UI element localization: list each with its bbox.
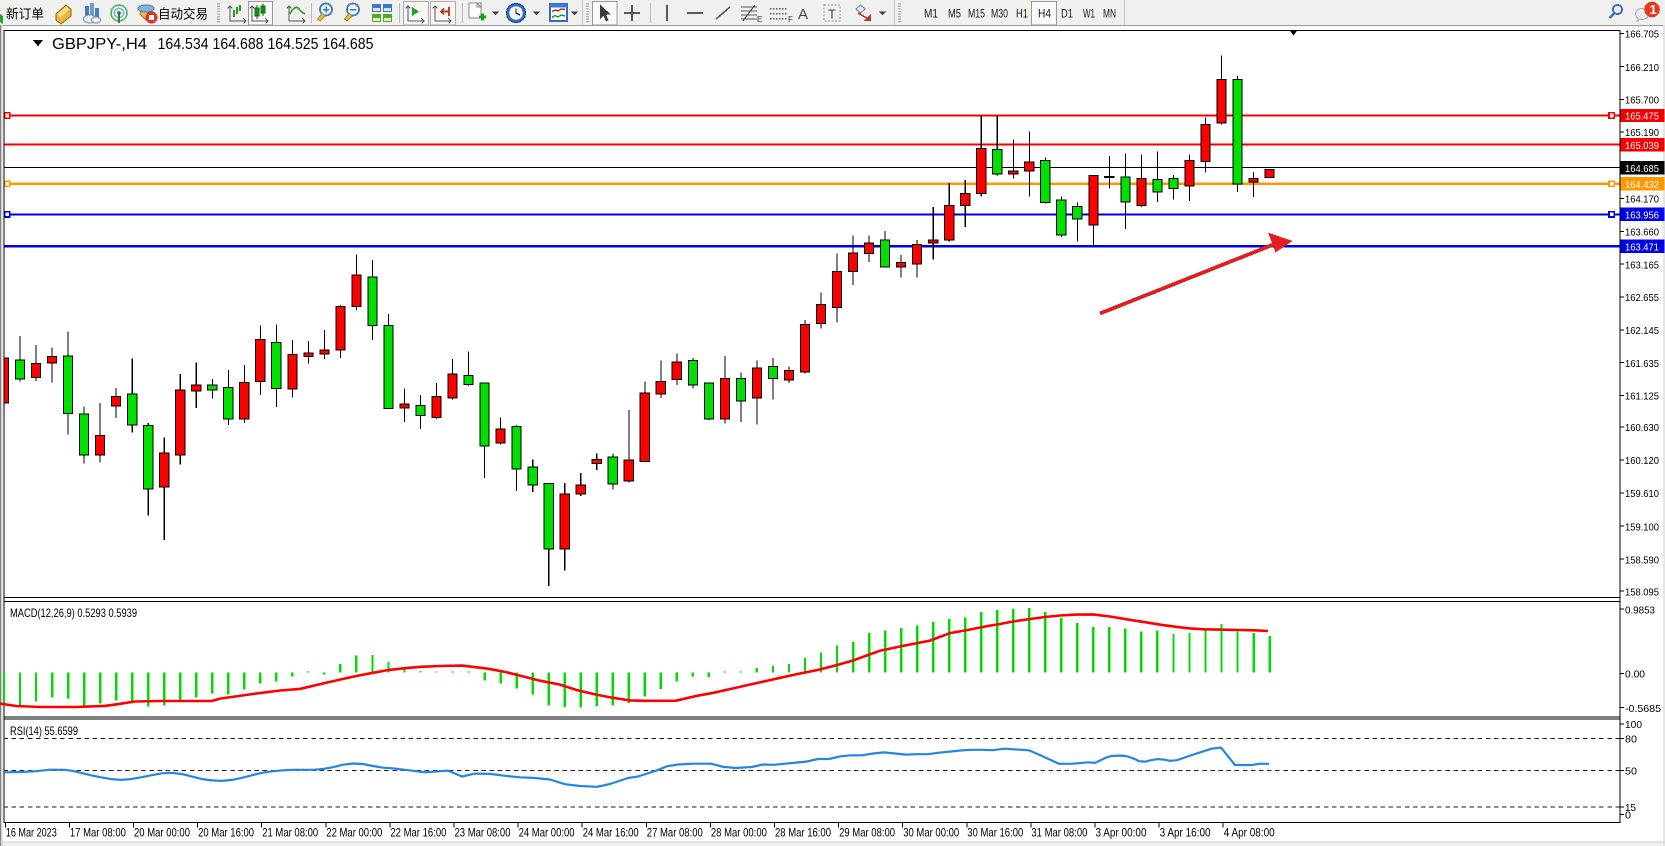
svg-text:164.170: 164.170 (1625, 194, 1659, 206)
svg-text:M5: M5 (948, 7, 961, 21)
svg-text:M30: M30 (991, 7, 1008, 21)
svg-text:163.956: 163.956 (1625, 210, 1659, 222)
svg-text:0.00: 0.00 (1625, 669, 1645, 681)
svg-text:28 Mar 16:00: 28 Mar 16:00 (775, 826, 831, 840)
svg-text:163.165: 163.165 (1625, 259, 1659, 271)
svg-text:16 Mar 2023: 16 Mar 2023 (6, 826, 57, 840)
svg-text:159.100: 159.100 (1625, 521, 1659, 533)
svg-text:GBPJPY-,H4: GBPJPY-,H4 (52, 36, 147, 53)
svg-text:160.630: 160.630 (1625, 422, 1659, 434)
svg-text:158.590: 158.590 (1625, 554, 1659, 566)
svg-text:30 Mar 16:00: 30 Mar 16:00 (967, 826, 1023, 840)
svg-text:-0.5685: -0.5685 (1625, 703, 1661, 715)
svg-text:4 Apr 08:00: 4 Apr 08:00 (1224, 826, 1275, 840)
svg-text:28 Mar 00:00: 28 Mar 00:00 (711, 826, 767, 840)
svg-text:22 Mar 00:00: 22 Mar 00:00 (326, 826, 382, 840)
svg-text:自动交易: 自动交易 (158, 7, 208, 22)
svg-text:158.095: 158.095 (1625, 586, 1659, 598)
svg-text:165.700: 165.700 (1625, 95, 1659, 107)
svg-text:100: 100 (1625, 719, 1642, 731)
svg-text:21 Mar 08:00: 21 Mar 08:00 (262, 826, 318, 840)
svg-text:H1: H1 (1016, 7, 1028, 21)
svg-text:W1: W1 (1083, 7, 1095, 21)
svg-text:MN: MN (1103, 7, 1116, 21)
svg-text:27 Mar 08:00: 27 Mar 08:00 (647, 826, 703, 840)
svg-text:165.475: 165.475 (1625, 111, 1659, 123)
svg-text:17 Mar 08:00: 17 Mar 08:00 (70, 826, 126, 840)
svg-text:H4: H4 (1038, 7, 1051, 21)
svg-text:M1: M1 (924, 7, 938, 21)
svg-text:30 Mar 00:00: 30 Mar 00:00 (903, 826, 959, 840)
svg-text:166.210: 166.210 (1625, 62, 1659, 74)
svg-text:3 Apr 00:00: 3 Apr 00:00 (1096, 826, 1147, 840)
svg-text:161.125: 161.125 (1625, 391, 1659, 403)
svg-text:160.120: 160.120 (1625, 455, 1659, 467)
svg-text:29 Mar 08:00: 29 Mar 08:00 (839, 826, 895, 840)
svg-text:31 Mar 08:00: 31 Mar 08:00 (1031, 826, 1087, 840)
svg-text:23 Mar 08:00: 23 Mar 08:00 (455, 826, 511, 840)
svg-text:164.432: 164.432 (1625, 179, 1659, 191)
svg-text:161.635: 161.635 (1625, 358, 1659, 370)
svg-text:162.655: 162.655 (1625, 292, 1659, 304)
svg-text:20 Mar 00:00: 20 Mar 00:00 (134, 826, 190, 840)
svg-text:164.685: 164.685 (1625, 163, 1659, 175)
svg-text:D1: D1 (1061, 7, 1073, 21)
svg-text:24 Mar 16:00: 24 Mar 16:00 (583, 826, 639, 840)
svg-text:3 Apr 16:00: 3 Apr 16:00 (1160, 826, 1211, 840)
svg-text:165.190: 165.190 (1625, 127, 1659, 139)
svg-text:0.9853: 0.9853 (1625, 604, 1655, 616)
svg-text:RSI(14) 55.6599: RSI(14) 55.6599 (10, 724, 78, 738)
svg-text:164.534 164.688 164.525 164.68: 164.534 164.688 164.525 164.685 (158, 36, 374, 53)
svg-text:M15: M15 (968, 7, 985, 21)
svg-text:20 Mar 16:00: 20 Mar 16:00 (198, 826, 254, 840)
svg-text:166.705: 166.705 (1625, 29, 1659, 41)
svg-text:新订单: 新订单 (6, 7, 44, 22)
svg-text:24 Mar 00:00: 24 Mar 00:00 (519, 826, 575, 840)
svg-text:163.471: 163.471 (1625, 241, 1659, 253)
svg-text:A: A (798, 6, 808, 23)
svg-text:1: 1 (1650, 2, 1657, 17)
svg-text:E: E (757, 15, 762, 24)
svg-text:T: T (828, 7, 836, 22)
svg-text:80: 80 (1625, 734, 1637, 746)
svg-text:22 Mar 16:00: 22 Mar 16:00 (390, 826, 446, 840)
svg-text:162.145: 162.145 (1625, 325, 1659, 337)
svg-text:F: F (788, 15, 793, 24)
svg-text:0: 0 (1625, 810, 1631, 822)
svg-text:MACD(12,26,9) 0.5293 0.5939: MACD(12,26,9) 0.5293 0.5939 (10, 606, 137, 620)
svg-text:163.660: 163.660 (1625, 227, 1659, 239)
svg-text:159.610: 159.610 (1625, 488, 1659, 500)
svg-text:165.039: 165.039 (1625, 140, 1659, 152)
svg-text:50: 50 (1625, 766, 1637, 778)
svg-text:15: 15 (1625, 802, 1636, 814)
